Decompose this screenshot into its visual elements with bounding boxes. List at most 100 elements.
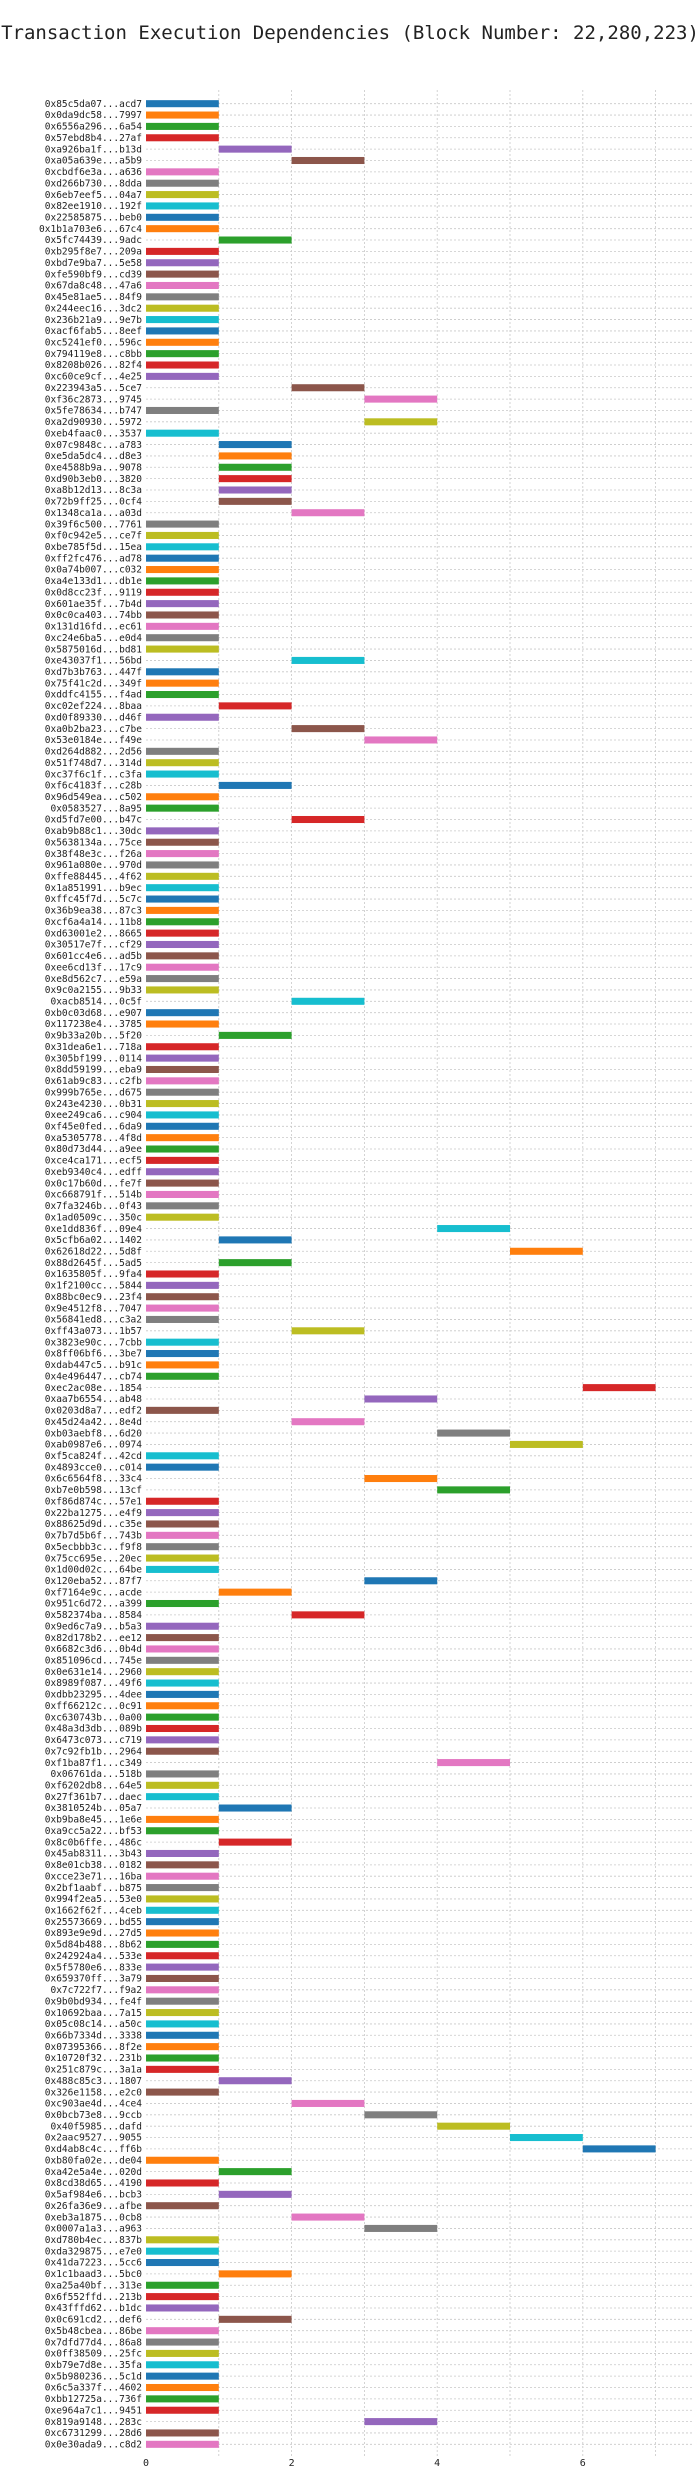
y-tick-label: 0xd264d882...2d56 [45, 747, 143, 758]
bar [146, 1202, 219, 1210]
bar [291, 656, 365, 664]
y-tick-label: 0x6473c073...c719 [45, 1735, 143, 1746]
bar [146, 975, 219, 983]
bar [291, 384, 365, 392]
bar [146, 634, 219, 642]
y-tick-label: 0xbd7e9ba7...5e58 [45, 258, 143, 269]
y-tick-label: 0xa2d90930...5972 [45, 417, 142, 428]
y-tick-label: 0x8dd59199...eba9 [45, 1065, 143, 1076]
y-tick-label: 0xb295f8e7...209a [45, 247, 142, 258]
x-tick-label: 4 [434, 2458, 440, 2469]
y-tick-label: 0xacb8514...0c5f [50, 997, 142, 1008]
bar [291, 1418, 365, 1426]
y-tick-label: 0xeb9340c4...edff [45, 1167, 142, 1178]
y-tick-label: 0x0007a1a3...a963 [45, 2224, 142, 2235]
bar [146, 520, 219, 528]
bar [437, 1225, 510, 1233]
y-tick-label: 0x0c691cd2...def6 [45, 2315, 143, 2326]
y-tick-label: 0x38f48e3c...f26a [45, 849, 142, 860]
y-tick-label: 0x243e4230...0b31 [45, 1099, 143, 1110]
y-tick-label: 0xf36c2873...9745 [45, 394, 142, 405]
y-tick-label: 0xa926ba1f...b13d [45, 144, 142, 155]
bar [146, 1986, 219, 1994]
bar [146, 1736, 219, 1744]
y-tick-label: 0x82d178b2...ee12 [45, 1633, 142, 1644]
y-tick-label: 0xab0987e6...0974 [45, 1440, 143, 1451]
y-tick-label: 0x62618d22...5d8f [45, 1246, 142, 1257]
bar [146, 1213, 219, 1221]
y-tick-label: 0xe5da5dc4...d8e3 [45, 451, 142, 462]
bar [582, 1384, 656, 1392]
bar [146, 1179, 219, 1187]
y-tick-label: 0x0203d8a7...edf2 [45, 1406, 142, 1417]
y-tick-label: 0xf86d874c...57e1 [45, 1496, 143, 1507]
y-tick-label: 0x893e9e9d...27d5 [45, 1928, 142, 1939]
bar [146, 861, 219, 869]
bar [146, 1543, 219, 1551]
bar [146, 645, 219, 653]
y-tick-label: 0x57ebd8b4...27af [45, 133, 142, 144]
bar [218, 2270, 292, 2278]
bar [146, 1100, 219, 1108]
bar [146, 2020, 219, 2028]
y-tick-label: 0x1f2100cc...5844 [45, 1281, 143, 1292]
y-tick-label: 0xa25a40bf...313e [45, 2280, 143, 2291]
y-tick-label: 0x1662f62f...4ceb [45, 1905, 143, 1916]
y-tick-label: 0x5b980236...5c1d [45, 2371, 142, 2382]
y-tick-label: 0xcce23e71...16ba [45, 1871, 142, 1882]
y-tick-label: 0xc37f6c1f...c3fa [45, 769, 142, 780]
y-tick-label: 0xb0c03d68...e907 [45, 1008, 142, 1019]
y-tick-label: 0xc668791f...514b [45, 1190, 143, 1201]
y-tick-label: 0xfe590bf9...cd39 [45, 269, 143, 280]
bar [146, 213, 219, 221]
y-tick-label: 0x88d2645f...5ad5 [45, 1258, 142, 1269]
bar [146, 2361, 219, 2369]
y-tick-label: 0xc5241ef0...596c [45, 337, 142, 348]
bar [218, 497, 292, 505]
y-tick-label: 0x242924a4...533e [45, 1951, 143, 1962]
bar [146, 1452, 219, 1460]
bar [291, 156, 365, 165]
y-tick-label: 0x601ae35f...7b4d [45, 599, 142, 610]
bar [291, 997, 365, 1005]
y-tick-label: 0x4893cce0...c014 [45, 1462, 143, 1473]
bar [364, 418, 438, 426]
y-tick-label: 0xd5fd7e00...b47c [45, 815, 142, 826]
y-tick-label: 0x10720f32...231b [45, 2053, 143, 2064]
bar [146, 327, 219, 335]
bar [218, 1838, 292, 1846]
y-tick-label: 0x06761da...518b [50, 1769, 142, 1780]
bar [364, 2224, 438, 2232]
bar [146, 1520, 219, 1528]
y-tick-label: 0x1d00d02c...64be [45, 1565, 143, 1576]
y-tick-label: 0x7fa3246b...0f43 [45, 1201, 142, 1212]
y-tick-label: 0xff66212c...0c91 [45, 1701, 143, 1712]
bar [146, 531, 219, 539]
bar [218, 2077, 292, 2085]
bar [146, 111, 219, 119]
bar [146, 1293, 219, 1301]
y-tick-label: 0x999b765e...d675 [45, 1087, 142, 1098]
y-tick-label: 0x819a9148...283c [45, 2417, 142, 2428]
y-tick-label: 0x0d8cc23f...9119 [45, 587, 143, 598]
y-tick-label: 0xec2ac08e...1854 [45, 1383, 143, 1394]
y-tick-label: 0x07395366...8f2e [45, 2042, 143, 2053]
y-tick-label: 0x7c722f7...f9a2 [50, 1985, 142, 1996]
y-tick-label: 0xf5ca824f...42cd [45, 1451, 142, 1462]
bar [146, 2088, 219, 2096]
y-tick-label: 0x2aac9527...9055 [45, 2133, 142, 2144]
bar [146, 1906, 219, 1914]
y-tick-label: 0xe43037f1...56bd [45, 656, 142, 667]
bar [146, 1020, 219, 1028]
bar [146, 168, 219, 176]
y-tick-label: 0xa8b12d13...8c3a [45, 485, 142, 496]
y-tick-label: 0x80d73d44...a9ee [45, 1144, 143, 1155]
y-tick-label: 0x56841ed8...c3a2 [45, 1315, 142, 1326]
bar [218, 236, 292, 244]
bar [146, 1849, 219, 1858]
bar [510, 1440, 583, 1448]
bar [146, 1463, 219, 1471]
bar [146, 1497, 219, 1505]
bar [146, 554, 219, 562]
bar [146, 2031, 219, 2039]
